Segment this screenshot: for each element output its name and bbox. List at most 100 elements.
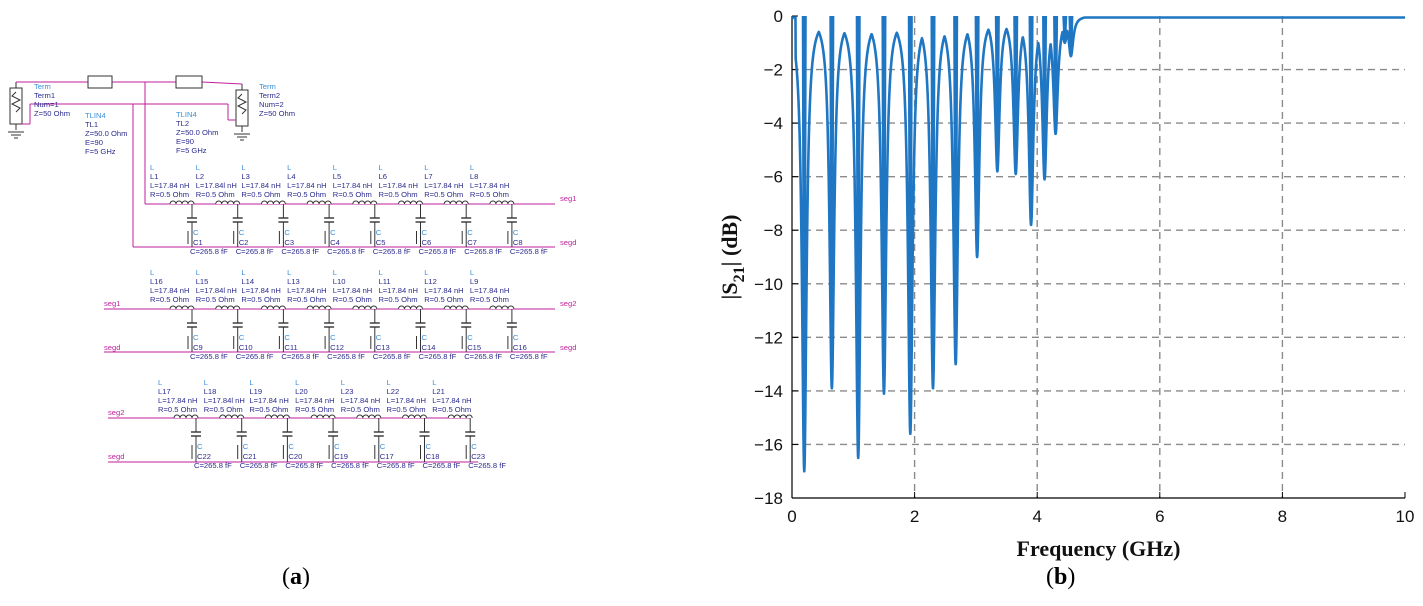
row1-net-gnd: segd [560, 238, 576, 247]
resistor-icon [236, 93, 248, 115]
L6-resistance: R=0.5 Ohm [379, 190, 418, 199]
L22-value: L=17.84 nH [387, 396, 426, 405]
tline2-f: F=5 GHz [176, 146, 207, 155]
term2-z: Z=50 Ohm [259, 109, 295, 118]
C2-name: C2 [239, 238, 249, 247]
s21-series-line [790, 15, 1407, 473]
L21-resistance: R=0.5 Ohm [432, 405, 471, 414]
x-tick-label: 10 [1396, 507, 1415, 526]
L16-type: L [150, 268, 154, 277]
x-tick-label: 4 [1032, 507, 1041, 526]
L5-type: L [333, 163, 337, 172]
C22-type: C [197, 442, 203, 451]
C20-value: C=265.8 fF [285, 461, 323, 470]
L20-resistance: R=0.5 Ohm [295, 405, 334, 414]
ground-icon [8, 131, 24, 139]
tline2-type: TLIN4 [176, 110, 197, 119]
L7-name: L7 [424, 172, 432, 181]
L9-type: L [470, 268, 474, 277]
L15-resistance: R=0.5 Ohm [196, 295, 235, 304]
C16-type: C [513, 333, 519, 342]
C8-type: C [513, 228, 519, 237]
C20-type: C [288, 442, 294, 451]
C12-name: C12 [330, 343, 344, 352]
term2-name: Term2 [259, 91, 280, 100]
C20-name: C20 [288, 452, 302, 461]
L16-name: L16 [150, 277, 163, 286]
x-tick-label: 6 [1155, 507, 1164, 526]
L1-type: L [150, 163, 154, 172]
L11-value: L=17.84 nH [379, 286, 418, 295]
L6-value: L=17.84 nH [379, 181, 418, 190]
caption-a-letter: a [290, 564, 302, 590]
C17-value: C=265.8 fF [377, 461, 415, 470]
inductor-L13 [306, 305, 332, 310]
L5-value: L=17.84 nH [333, 181, 372, 190]
C22-name: C22 [197, 452, 211, 461]
y-axis-label: |S21| (dB) [717, 215, 748, 300]
C16-value: C=265.8 fF [510, 352, 548, 361]
C5-value: C=265.8 fF [373, 247, 411, 256]
C10-type: C [239, 333, 245, 342]
L5-name: L5 [333, 172, 341, 181]
L15-type: L [196, 268, 200, 277]
row2-net-gnd-out: segd [560, 343, 576, 352]
inductor-L12 [443, 305, 469, 310]
C15-name: C15 [467, 343, 481, 352]
inductor-L16 [169, 305, 195, 310]
inductor-L15 [215, 305, 241, 310]
inductor-L8 [489, 200, 515, 205]
tline1-z: Z=50.0 Ohm [85, 129, 127, 138]
inductor-L10 [352, 305, 378, 310]
ground-icon [234, 133, 250, 141]
row2-net-out: seg2 [560, 299, 576, 308]
L19-type: L [249, 378, 253, 387]
caption-a: (a) [282, 564, 310, 590]
L11-resistance: R=0.5 Ohm [379, 295, 418, 304]
y-tick-label: −12 [754, 328, 783, 347]
C13-name: C13 [376, 343, 390, 352]
tline1-e: E=90 [85, 138, 103, 147]
L13-type: L [287, 268, 291, 277]
C4-name: C4 [330, 238, 340, 247]
L2-value: L=17.84l nH [196, 181, 237, 190]
y-axis-label-sub: 21 [731, 266, 748, 282]
term1-name: Term1 [34, 91, 55, 100]
inductor-L11 [398, 305, 423, 310]
L20-name: L20 [295, 387, 308, 396]
C3-type: C [284, 228, 290, 237]
inductor-L20 [310, 414, 336, 419]
term2-num: Num=2 [259, 100, 284, 109]
C9-type: C [193, 333, 199, 342]
L7-value: L=17.84 nH [424, 181, 463, 190]
C1-name: C1 [193, 238, 203, 247]
L21-type: L [432, 378, 436, 387]
term2-type: Term [259, 82, 276, 91]
C23-name: C23 [471, 452, 485, 461]
inductor-L5 [352, 200, 378, 205]
L20-type: L [295, 378, 299, 387]
L23-name: L23 [341, 387, 354, 396]
L18-name: L18 [204, 387, 217, 396]
C23-type: C [471, 442, 477, 451]
resistor-icon [10, 91, 22, 113]
L20-value: L=17.84 nH [295, 396, 334, 405]
L4-value: L=17.84 nH [287, 181, 326, 190]
C6-name: C6 [422, 238, 432, 247]
s21-chart: 0 2 4 6 8 10 0 −2 −4 −6 −8 −10 −12 −14 −16 −18 Frequency… [717, 7, 1415, 561]
wire [201, 81, 243, 85]
y-tick-label: −8 [764, 221, 783, 240]
L17-name: L17 [158, 387, 171, 396]
L11-type: L [379, 268, 383, 277]
C8-name: C8 [513, 238, 523, 247]
inductor-L6 [398, 200, 423, 205]
C21-type: C [243, 442, 249, 451]
inductor-L23 [356, 414, 382, 419]
inductor-L2 [215, 200, 241, 205]
C10-value: C=265.8 fF [236, 352, 274, 361]
L8-type: L [470, 163, 474, 172]
inductor-L22 [402, 414, 427, 419]
inductor-L1 [169, 200, 195, 205]
L9-name: L9 [470, 277, 478, 286]
